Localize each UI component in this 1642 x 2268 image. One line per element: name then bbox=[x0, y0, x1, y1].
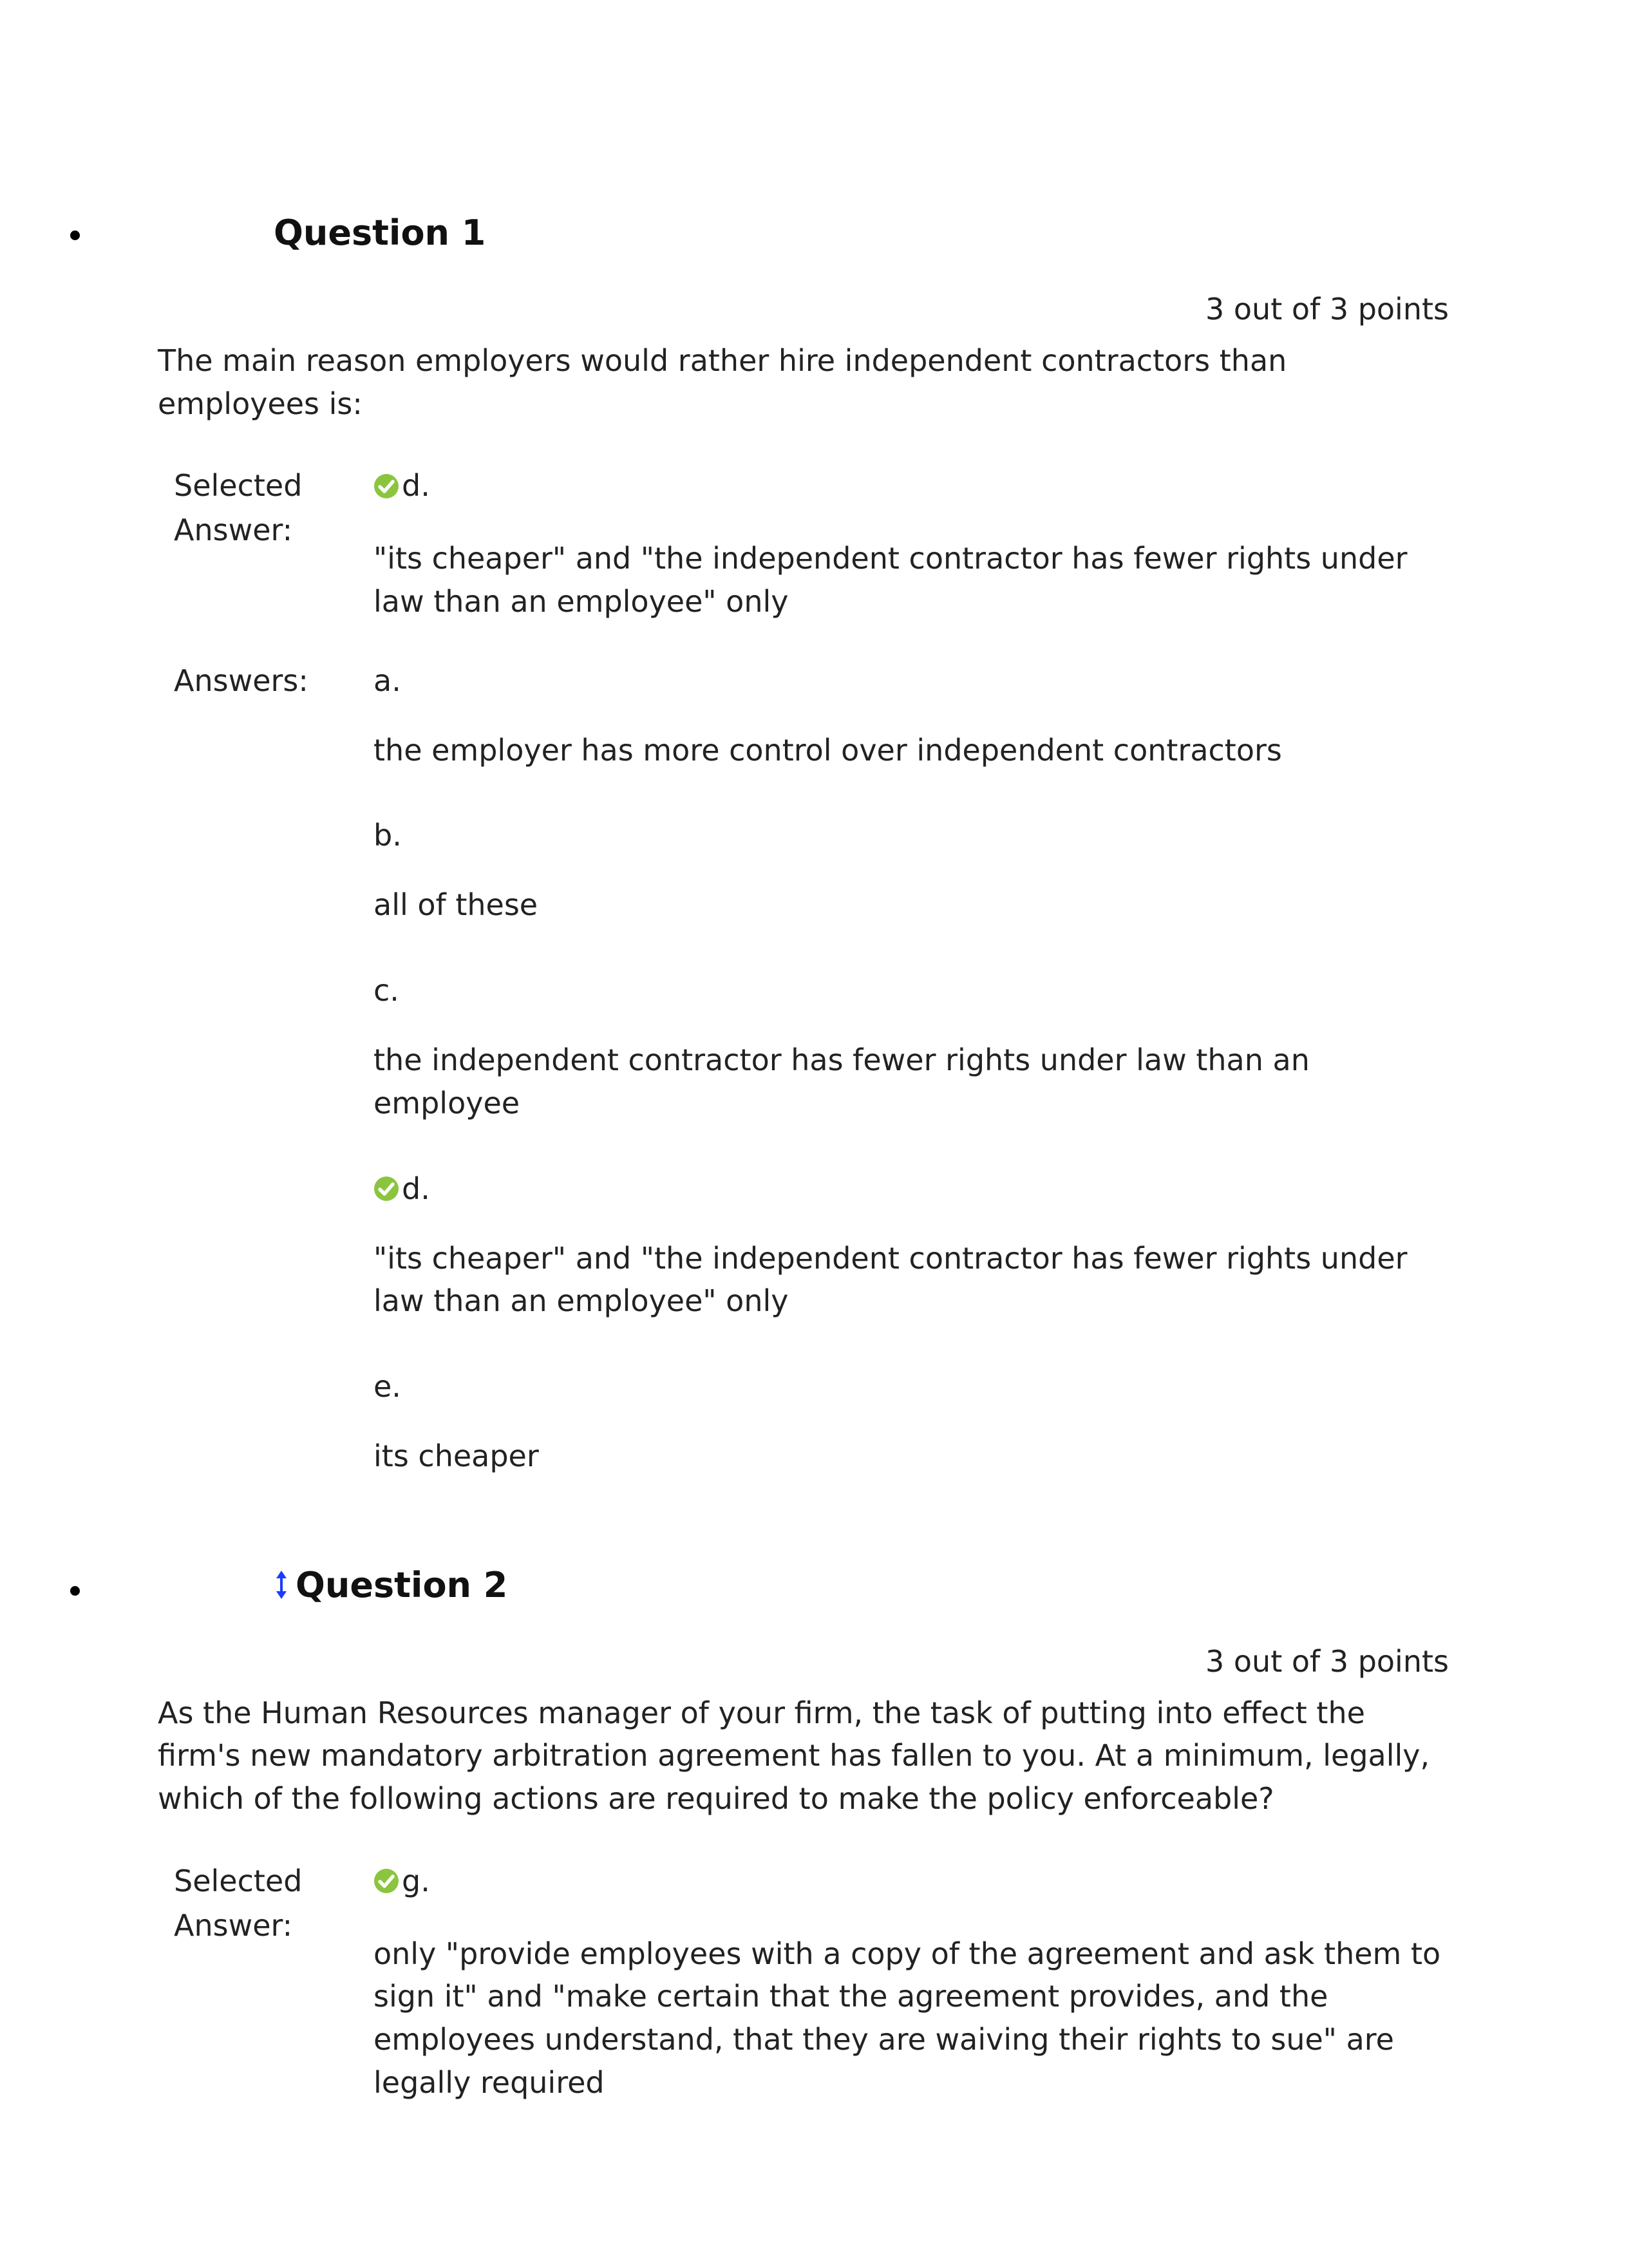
answer-letter: c. bbox=[373, 969, 399, 1013]
answer-choice: d. "its cheaper" and "the independent co… bbox=[373, 464, 1449, 623]
selected-answer-label: Selected Answer: bbox=[174, 1859, 361, 2140]
updown-arrow-icon bbox=[274, 1569, 289, 1600]
answer-choice: d. "its cheaper" and "the independent co… bbox=[373, 1167, 1449, 1323]
answers-label: Answers: bbox=[174, 659, 361, 1520]
selected-answer-value: g. only "provide employees with a copy o… bbox=[373, 1859, 1449, 2140]
answer-text: all of these bbox=[373, 884, 1449, 927]
question-item: Question 2 3 out of 3 points As the Human … bbox=[93, 1565, 1475, 2140]
answer-letter: b. bbox=[373, 813, 402, 858]
points-text: 3 out of 3 points bbox=[93, 292, 1475, 326]
answer-letter-row: d. bbox=[373, 1167, 1449, 1211]
answer-letter-row: d. bbox=[373, 464, 1449, 508]
answer-text: "its cheaper" and "the independent contr… bbox=[373, 537, 1449, 623]
answer-text: "its cheaper" and "the independent contr… bbox=[373, 1237, 1449, 1323]
check-icon bbox=[373, 473, 399, 499]
answer-letter-row: g. bbox=[373, 1859, 1449, 1904]
question-number-label: Question 2 bbox=[296, 1565, 507, 1605]
answer-text: only "provide employees with a copy of t… bbox=[373, 1933, 1449, 2104]
answer-letter-row: a. bbox=[373, 659, 1449, 703]
answer-text: the employer has more control over indep… bbox=[373, 729, 1449, 772]
answer-choice: c. the independent contractor has fewer … bbox=[373, 969, 1449, 1124]
answer-letter-row: c. bbox=[373, 969, 1449, 1013]
answer-choice: e. its cheaper bbox=[373, 1365, 1449, 1478]
answer-choice: a. the employer has more control over in… bbox=[373, 659, 1449, 772]
answer-choice: b. all of these bbox=[373, 813, 1449, 927]
question-prompt: The main reason employers would rather h… bbox=[158, 339, 1449, 425]
answer-letter: g. bbox=[402, 1859, 430, 1904]
answer-text: its cheaper bbox=[373, 1435, 1449, 1478]
question-list: Question 1 3 out of 3 points The main reas… bbox=[64, 213, 1475, 2139]
answer-letter: a. bbox=[373, 659, 401, 703]
answer-letter-row: b. bbox=[373, 813, 1449, 858]
answer-text: the independent contractor has fewer rig… bbox=[373, 1039, 1449, 1124]
page-container: Question 1 3 out of 3 points The main reas… bbox=[0, 0, 1642, 2268]
question-body: As the Human Resources manager of your f… bbox=[158, 1692, 1449, 2140]
answers-value: a. the employer has more control over in… bbox=[373, 659, 1449, 1520]
check-icon bbox=[373, 1868, 399, 1894]
answer-grid: Selected Answer: g. only "provide employ… bbox=[174, 1859, 1449, 2140]
points-text: 3 out of 3 points bbox=[93, 1644, 1475, 1679]
answer-letter: e. bbox=[373, 1365, 401, 1409]
question-prompt: As the Human Resources manager of your f… bbox=[158, 1692, 1449, 1820]
question-body: The main reason employers would rather h… bbox=[158, 339, 1449, 1520]
question-header: Question 1 bbox=[274, 213, 1475, 253]
answer-letter: d. bbox=[402, 464, 430, 508]
answer-choice: g. only "provide employees with a copy o… bbox=[373, 1859, 1449, 2104]
selected-answer-label: Selected Answer: bbox=[174, 464, 361, 658]
answer-letter: d. bbox=[402, 1167, 430, 1211]
question-item: Question 1 3 out of 3 points The main reas… bbox=[93, 213, 1475, 1520]
question-number-label: Question 1 bbox=[274, 213, 486, 253]
question-spacer bbox=[93, 1520, 1475, 1565]
check-icon bbox=[373, 1176, 399, 1202]
question-header: Question 2 bbox=[274, 1565, 1475, 1605]
answer-letter-row: e. bbox=[373, 1365, 1449, 1409]
selected-answer-value: d. "its cheaper" and "the independent co… bbox=[373, 464, 1449, 658]
answer-grid: Selected Answer: d. "its cheaper" and "t… bbox=[174, 464, 1449, 1519]
